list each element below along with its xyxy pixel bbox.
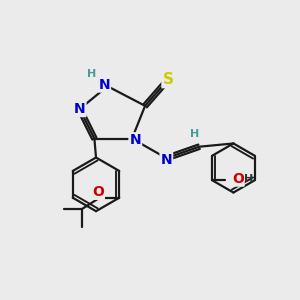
Text: N: N — [130, 133, 141, 147]
Text: O: O — [92, 185, 104, 199]
Text: N: N — [160, 153, 172, 167]
Text: O: O — [232, 172, 244, 186]
Text: H: H — [190, 129, 199, 139]
Text: S: S — [163, 72, 173, 87]
Text: H: H — [87, 69, 96, 79]
Text: H: H — [244, 174, 254, 184]
Text: N: N — [74, 102, 85, 116]
Text: N: N — [98, 78, 110, 92]
